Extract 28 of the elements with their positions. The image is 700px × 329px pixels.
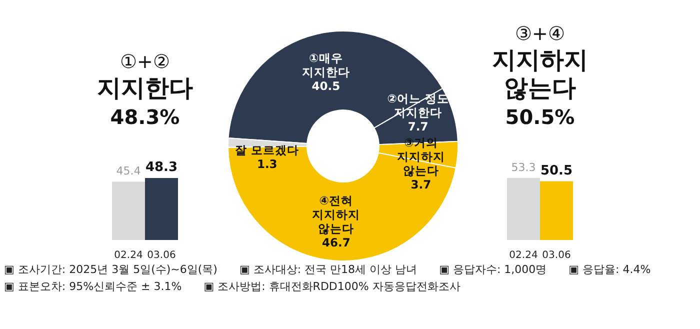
data-label: 48.3 xyxy=(145,160,178,175)
chart-title: ③+④ xyxy=(515,23,565,45)
chart-subtitle: 지지하지 않는다 xyxy=(492,46,588,102)
text: ▣ 표본오차: 95%신뢰수준 ± 3.1% xyxy=(4,279,182,294)
text: ▣ 조사기간: 2025년 3월 5일(수)~6일(목) xyxy=(4,262,218,277)
data-label: 7.7 xyxy=(408,120,428,134)
text: ▣ 조사방법: 휴대전화RDD100% 자동응답전화조사 xyxy=(204,279,460,294)
x-tick-label: 02.24 xyxy=(114,250,143,261)
text: 50.5% xyxy=(505,105,575,129)
slice-label: ①매우 지지한다 xyxy=(302,51,350,80)
chart-subtitle: 지지한다 xyxy=(97,74,193,102)
data-label: 53.3 xyxy=(511,161,536,174)
text: 48.3% xyxy=(110,105,180,129)
data-label: 40.5 xyxy=(312,79,340,94)
slice-label: ④전혀 지지하지 않는다 xyxy=(312,194,360,236)
slice-label: ③거의 지지하지 않는다 xyxy=(396,136,445,178)
text: ▣ 응답자수: 1,000명 xyxy=(439,262,547,277)
x-tick-label: 02.24 xyxy=(509,250,538,261)
text: ▣ 응답율: 4.4% xyxy=(568,262,651,277)
text: ▣ 조사대상: 전국 만18세 이상 남녀 xyxy=(239,262,418,277)
data-label: 46.7 xyxy=(322,236,350,250)
data-label: 50.5 xyxy=(540,163,573,178)
data-label: 3.7 xyxy=(410,178,432,192)
x-tick-label: 03.06 xyxy=(147,250,176,261)
x-tick-label: 03.06 xyxy=(542,250,571,261)
data-label: 1.3 xyxy=(256,156,278,171)
data-label: 45.4 xyxy=(116,164,141,178)
chart-title: ①+② xyxy=(120,51,170,73)
